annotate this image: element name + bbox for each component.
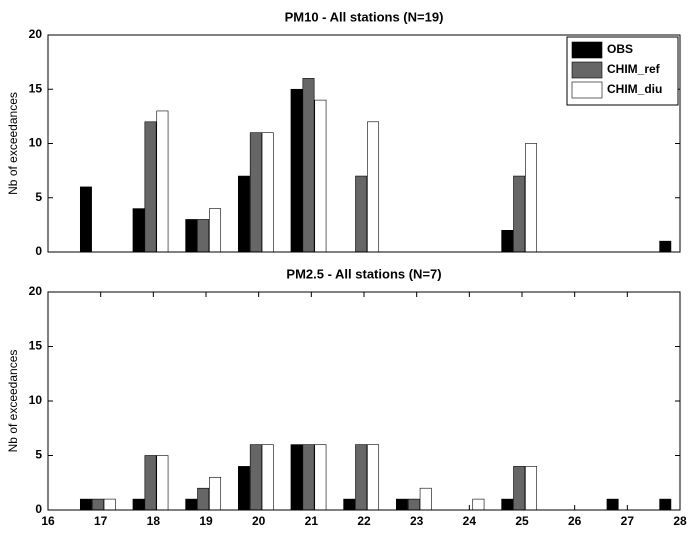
x-tick-label: 23 — [410, 514, 424, 528]
legend-label: CHIM_ref — [607, 62, 661, 76]
bar — [606, 498, 619, 511]
x-tick-label: 19 — [199, 514, 213, 528]
x-tick-label: 20 — [252, 514, 266, 528]
legend-label: OBS — [607, 42, 633, 56]
x-tick-label: 17 — [94, 514, 108, 528]
bar — [395, 498, 408, 511]
y-tick-label: 5 — [35, 448, 42, 462]
bar — [209, 208, 222, 253]
y-tick-label: 15 — [29, 339, 43, 353]
bar — [501, 230, 514, 253]
y-tick-label: 20 — [29, 27, 43, 41]
bar — [290, 444, 303, 511]
bar — [156, 455, 169, 511]
y-tick-label: 0 — [35, 244, 42, 258]
bar — [103, 498, 116, 511]
bar — [355, 444, 368, 511]
bar — [407, 498, 420, 511]
bar — [525, 466, 538, 511]
legend-swatch — [571, 61, 603, 79]
bar — [501, 498, 514, 511]
bar — [249, 444, 262, 511]
bar — [144, 121, 157, 253]
bar — [237, 175, 250, 253]
chart-title: PM10 - All stations (N=19) — [285, 9, 444, 24]
x-tick-label: 21 — [305, 514, 319, 528]
x-tick-label: 24 — [463, 514, 477, 528]
bar — [185, 219, 198, 253]
chart-title: PM2.5 - All stations (N=7) — [286, 266, 441, 281]
bar — [419, 487, 432, 511]
bar — [91, 498, 104, 511]
bar — [261, 132, 274, 253]
legend-swatch — [571, 41, 603, 59]
y-axis-label: Nb of exceedances — [6, 92, 20, 195]
plot-frame — [47, 34, 681, 253]
bar — [185, 498, 198, 511]
bar — [302, 78, 315, 253]
x-tick-label: 26 — [568, 514, 582, 528]
bar — [343, 498, 356, 511]
bar — [302, 444, 315, 511]
bar — [290, 88, 303, 253]
bar — [209, 476, 222, 511]
bar — [132, 498, 145, 511]
y-tick-label: 0 — [35, 502, 42, 516]
y-tick-label: 10 — [29, 393, 43, 407]
bar — [355, 175, 368, 253]
bar — [197, 219, 210, 253]
x-tick-label: 16 — [41, 514, 55, 528]
bar — [249, 132, 262, 253]
x-tick-label: 18 — [147, 514, 161, 528]
bar — [314, 444, 327, 511]
bar — [132, 208, 145, 253]
x-tick-label: 27 — [621, 514, 635, 528]
bar — [472, 498, 485, 511]
y-tick-label: 10 — [29, 136, 43, 150]
y-axis-label: Nb of exceedances — [6, 350, 20, 453]
legend-swatch — [571, 81, 603, 99]
bar — [367, 121, 380, 253]
x-tick-label: 28 — [673, 514, 687, 528]
bar — [659, 498, 672, 511]
bar — [513, 466, 526, 511]
bar — [367, 444, 380, 511]
bar — [513, 175, 526, 253]
x-tick-label: 25 — [515, 514, 529, 528]
bar — [197, 487, 210, 511]
bar — [156, 110, 169, 253]
bar — [79, 186, 92, 253]
bar — [525, 143, 538, 253]
y-tick-label: 20 — [29, 284, 43, 298]
y-tick-label: 5 — [35, 190, 42, 204]
bar — [79, 498, 92, 511]
bar — [237, 466, 250, 511]
bar — [314, 99, 327, 253]
bar — [659, 240, 672, 253]
plot-frame — [47, 291, 681, 511]
legend-label: CHIM_diu — [607, 82, 662, 96]
bar — [144, 455, 157, 511]
bar — [261, 444, 274, 511]
y-tick-label: 15 — [29, 81, 43, 95]
x-tick-label: 22 — [357, 514, 371, 528]
